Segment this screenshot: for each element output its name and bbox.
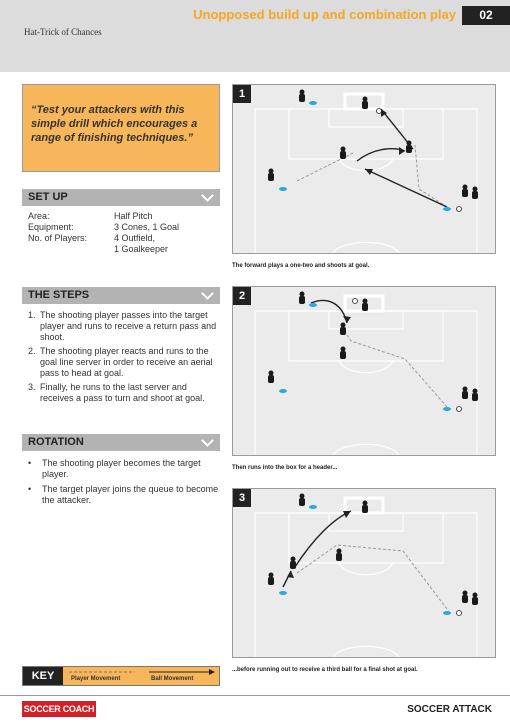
- diagram-number: 2: [233, 287, 251, 305]
- list-item: • The shooting player becomes the target …: [28, 458, 201, 479]
- rotation-list: • The shooting player becomes the target …: [28, 458, 220, 510]
- list-item: 1. The shooting player passes into the ta…: [28, 310, 217, 342]
- diagram-number: 3: [233, 489, 251, 507]
- setup-row: Area: Half Pitch: [28, 211, 153, 221]
- steps-list: 1. The shooting player passes into the ta…: [28, 310, 220, 407]
- setup-row: 1 Goalkeeper: [114, 244, 169, 254]
- soccer-coach-logo: SOCCER COACH: [22, 701, 96, 717]
- steps-title: THE STEPS: [28, 289, 90, 301]
- list-item: • The target player joins the queue to be…: [28, 484, 219, 505]
- key-line-icons: [69, 669, 215, 675]
- page-number: 02: [462, 6, 510, 25]
- steps-header[interactable]: THE STEPS: [22, 287, 220, 304]
- key-label: KEY: [23, 667, 63, 685]
- diagram-caption: Then runs into the box for a header...: [232, 465, 338, 471]
- chevron-down-icon: [201, 287, 214, 300]
- key-player-movement: Player Movement: [71, 676, 121, 682]
- diagram-caption: The forward plays a one-two and shoots a…: [232, 263, 370, 269]
- setup-details: Area: Half Pitch Equipment: 3 Cones, 1 Goa…: [28, 211, 179, 255]
- list-item: 3. Finally, he runs to the last server an…: [28, 382, 205, 403]
- intro-quote: “Test your attackers with this simple dr…: [22, 84, 220, 172]
- pitch-diagram-1: [254, 89, 478, 253]
- diagram-3: 3: [232, 488, 496, 658]
- list-item: 2. The shooting player reacts and runs to…: [28, 346, 213, 378]
- chevron-down-icon: [201, 434, 214, 447]
- setup-header[interactable]: SET UP: [22, 189, 220, 206]
- chevron-down-icon: [201, 189, 214, 202]
- rotation-title: ROTATION: [28, 436, 84, 448]
- page-title: Unopposed build up and combination play: [193, 7, 456, 22]
- diagram-number: 1: [233, 85, 251, 103]
- diagram-caption: ...before running out to receive a third…: [232, 667, 418, 673]
- footer-brand: SOCCER ATTACK: [407, 704, 492, 715]
- rotation-header[interactable]: ROTATION: [22, 434, 220, 451]
- key-ball-movement: Ball Movement: [151, 676, 194, 682]
- diagram-2: 2: [232, 286, 496, 456]
- diagram-1: 1: [232, 84, 496, 254]
- setup-title: SET UP: [28, 191, 68, 203]
- page-header: Unopposed build up and combination play …: [0, 0, 510, 72]
- legend-key: KEY Player Movement Ball Movement: [22, 666, 220, 686]
- pitch-diagram-2: [254, 291, 478, 455]
- setup-row: Equipment: 3 Cones, 1 Goal: [28, 222, 180, 232]
- pitch-diagram-3: [254, 493, 478, 657]
- page-subtitle: Hat-Trick of Chances: [24, 27, 102, 37]
- setup-row: No. of Players: 4 Outfield,: [28, 233, 156, 243]
- footer-divider: [0, 695, 510, 696]
